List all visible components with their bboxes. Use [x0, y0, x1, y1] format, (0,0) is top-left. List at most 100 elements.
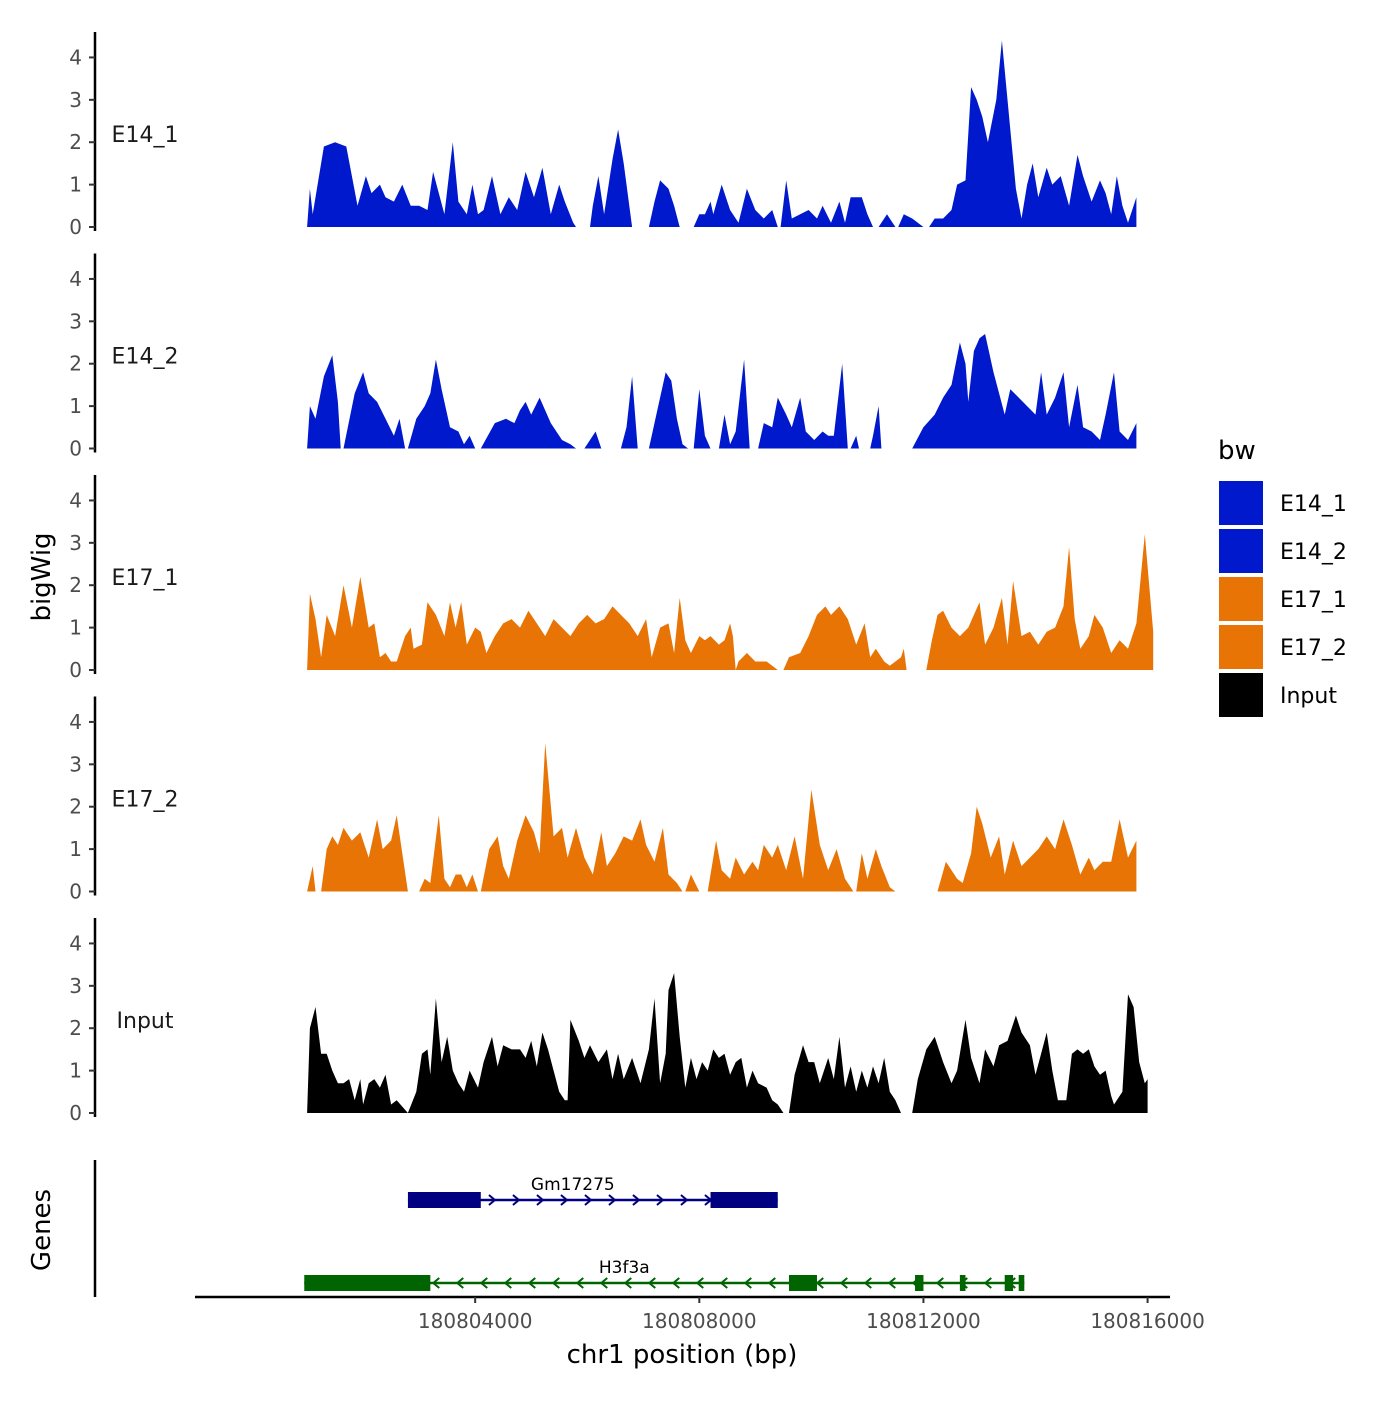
- signal-area-E17_2: [685, 874, 700, 892]
- signal-area-E17_2: [480, 743, 683, 892]
- strand-arrow: [863, 1277, 872, 1289]
- signal-area-E14_2: [407, 359, 476, 449]
- gene-Gm17275: Gm17275: [407, 1175, 778, 1208]
- signal-area-E14_2: [693, 389, 711, 449]
- signal-area-E14_2: [307, 355, 341, 449]
- strand-arrow: [431, 1277, 440, 1289]
- signal-area-E17_1: [307, 576, 736, 670]
- track-label: E14_2: [112, 345, 179, 370]
- signal-area-E17_1: [735, 653, 778, 670]
- track-label: E17_2: [112, 788, 179, 813]
- legend-label-E17_1: E17_1: [1280, 588, 1347, 613]
- signal-area-E14_2: [343, 372, 406, 449]
- y-tick-label: 1: [69, 1059, 82, 1083]
- y-tick-label: 1: [69, 837, 82, 861]
- signal-area-E14_1: [780, 180, 873, 227]
- strand-arrow: [512, 1194, 521, 1206]
- track-E17_1: 0 1 2 3 4 E17_1: [69, 475, 1154, 682]
- y-tick-label: 0: [69, 437, 82, 461]
- y-axis-title: bigWig: [27, 532, 57, 621]
- signal-area-E14_2: [912, 334, 1137, 449]
- strand-arrow: [488, 1194, 497, 1206]
- strand-arrow: [983, 1277, 992, 1289]
- legend-title: bw: [1218, 436, 1256, 466]
- legend-label-Input: Input: [1280, 684, 1337, 709]
- strand-arrow: [575, 1277, 584, 1289]
- strand-arrow: [479, 1277, 488, 1289]
- gene-exon: [710, 1192, 778, 1208]
- track-label: E14_1: [112, 123, 179, 148]
- y-tick-label: 3: [69, 309, 82, 333]
- signal-area-E14_2: [758, 363, 848, 449]
- signal-area-E17_2: [707, 789, 854, 892]
- legend-swatch-Input: [1219, 673, 1263, 717]
- strand-arrow: [719, 1277, 728, 1289]
- y-tick-label: 0: [69, 658, 82, 682]
- legend-swatch-E17_2: [1219, 625, 1263, 669]
- track-E14_2: 0 1 2 3 4 E14_2: [69, 253, 1137, 461]
- y-tick-label: 2: [69, 130, 82, 154]
- y-tick-label: 0: [69, 215, 82, 239]
- signal-area-E14_1: [590, 129, 633, 227]
- signal-area-E14_2: [718, 359, 750, 449]
- gene-exon: [959, 1275, 966, 1291]
- signal-area-E14_2: [648, 372, 689, 449]
- tracks-layer: 0 1 2 3 4 E14_1 0 1 2 3 4 E14_2 0 1 2 3 4 E17_1 0 1 2 3 4 E17_2…: [69, 32, 1154, 1125]
- signal-area-E17_2: [321, 815, 408, 892]
- signal-area-E14_2: [620, 376, 638, 449]
- y-tick-label: 3: [69, 974, 82, 998]
- x-tick-label: 180804000: [418, 1309, 533, 1333]
- gene-exon: [407, 1192, 481, 1208]
- strand-arrow: [767, 1277, 776, 1289]
- strand-arrow: [935, 1277, 944, 1289]
- strand-arrow: [671, 1277, 680, 1289]
- legend-label-E14_1: E14_1: [1280, 492, 1347, 517]
- legend-swatch-E14_1: [1219, 481, 1263, 525]
- strand-arrow: [656, 1194, 665, 1206]
- y-tick-label: 1: [69, 616, 82, 640]
- y-tick-label: 4: [69, 488, 82, 512]
- strand-arrow: [455, 1277, 464, 1289]
- strand-arrow: [551, 1277, 560, 1289]
- signal-area-E14_1: [648, 180, 680, 227]
- x-tick-label: 180808000: [642, 1309, 757, 1333]
- gene-label: H3f3a: [599, 1258, 650, 1278]
- y-tick-label: 4: [69, 267, 82, 291]
- y-tick-label: 2: [69, 352, 82, 376]
- signal-area-Input: [789, 1036, 901, 1113]
- y-tick-label: 3: [69, 752, 82, 776]
- y-tick-label: 3: [69, 531, 82, 555]
- signal-area-E14_1: [929, 40, 1137, 227]
- gene-exon: [304, 1275, 431, 1291]
- signal-area-E17_2: [937, 806, 1137, 892]
- signal-area-Input: [307, 1007, 408, 1113]
- strand-arrow: [599, 1277, 608, 1289]
- signal-area-Input: [912, 994, 1148, 1113]
- strand-arrow: [815, 1277, 824, 1289]
- y-tick-label: 1: [69, 173, 82, 197]
- genes-axis-title: Genes: [27, 1189, 57, 1271]
- genes-layer: Gm17275 H3f3a: [93, 1160, 1025, 1297]
- strand-arrow: [887, 1277, 896, 1289]
- strand-arrow: [536, 1194, 545, 1206]
- y-tick-label: 2: [69, 795, 82, 819]
- legend-label-E14_2: E14_2: [1280, 540, 1347, 565]
- signal-area-E14_2: [850, 435, 859, 449]
- y-tick-label: 2: [69, 573, 82, 597]
- y-tick-label: 0: [69, 1101, 82, 1125]
- y-tick-label: 1: [69, 394, 82, 418]
- gene-exon: [915, 1275, 924, 1291]
- signal-area-E14_2: [870, 406, 882, 449]
- x-axis-title: chr1 position (bp): [567, 1340, 798, 1370]
- gene-exon: [1004, 1275, 1014, 1291]
- strand-arrow: [623, 1277, 632, 1289]
- y-tick-label: 4: [69, 931, 82, 955]
- y-tick-label: 4: [69, 710, 82, 734]
- x-tick-label: 180816000: [1090, 1309, 1205, 1333]
- strand-arrow: [527, 1277, 536, 1289]
- x-tick-label: 180812000: [866, 1309, 981, 1333]
- track-E17_2: 0 1 2 3 4 E17_2: [69, 696, 1137, 904]
- signal-area-E14_2: [584, 431, 602, 449]
